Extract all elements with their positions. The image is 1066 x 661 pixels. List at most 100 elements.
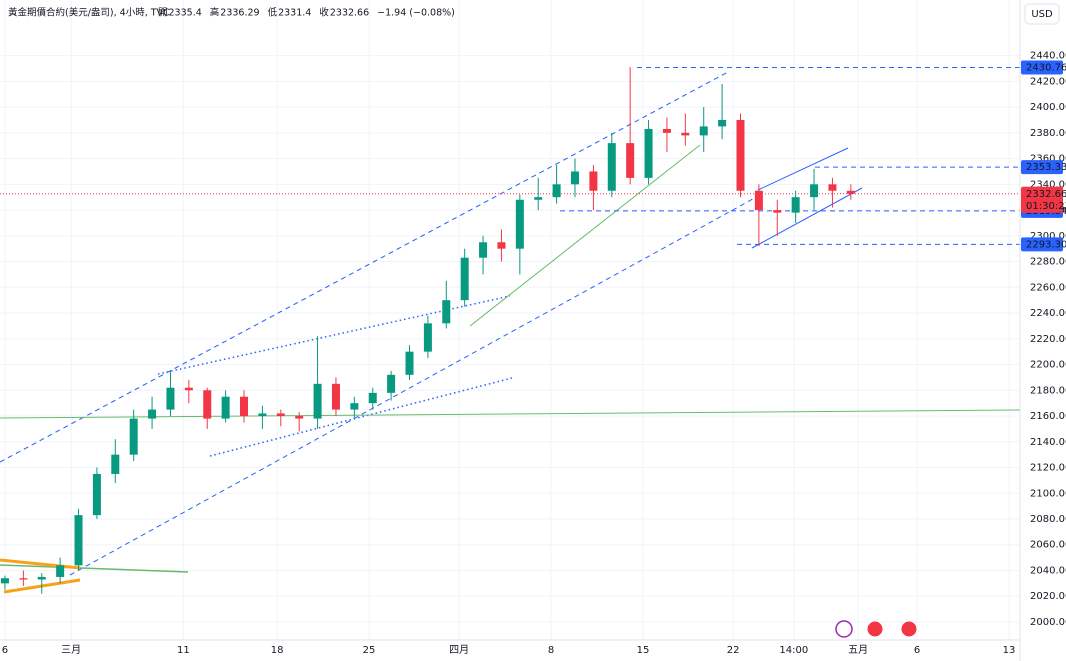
candle-body <box>607 143 616 191</box>
candle-body <box>405 351 414 375</box>
candle-body <box>515 199 524 249</box>
candle-body <box>0 578 9 584</box>
y-tick-label: 2100.00 <box>1030 488 1066 499</box>
candle-body <box>810 184 819 198</box>
candle-body <box>258 413 267 417</box>
currency[interactable]: USD <box>1031 9 1053 20</box>
x-tick-label: 22 <box>727 645 740 656</box>
candle-body <box>773 210 782 213</box>
candle-body <box>718 119 727 127</box>
y-tick-label: 2380.00 <box>1030 128 1066 139</box>
candle-body <box>276 413 285 417</box>
y-tick-label: 2420.00 <box>1030 76 1066 87</box>
candle-body <box>184 387 193 391</box>
y-tick-label: 2180.00 <box>1030 385 1066 396</box>
last-price-tag <box>1021 186 1063 213</box>
y-tick-label: 2120.00 <box>1030 463 1066 474</box>
x-tick-label: 25 <box>363 645 376 656</box>
small-channel <box>751 187 863 249</box>
y-tick-label: 2400.00 <box>1030 102 1066 113</box>
small-channel <box>757 147 849 191</box>
x-tick-label: 四月 <box>449 644 469 656</box>
last-price-label: 2332.66 <box>1026 189 1066 200</box>
candles <box>0 67 855 594</box>
trend-line <box>0 564 189 573</box>
candle-body <box>846 190 855 194</box>
candle-body <box>111 454 120 474</box>
header-values: 開 2335.4 高 2336.29 低 2331.4 收 2332.66 −1.94 (−0.… <box>158 7 455 19</box>
x-tick-label: 6 <box>914 645 920 656</box>
event-icon[interactable] <box>835 620 853 638</box>
candle-body <box>626 143 635 178</box>
header-value: 2335.4 <box>169 8 202 19</box>
chart-title: 黃金期價合約(美元/盎司), 4小時, TVC <box>8 7 170 19</box>
candle-body <box>313 383 322 419</box>
candle-body <box>295 416 304 419</box>
x-tick-label: 18 <box>271 645 284 656</box>
y-tick-label: 2080.00 <box>1030 514 1066 525</box>
candle-body <box>736 119 745 191</box>
x-tick-label: 11 <box>177 645 190 656</box>
candle-body <box>552 184 561 198</box>
header-label: 收 <box>319 7 329 19</box>
header-change: −1.94 (−0.08%) <box>377 8 455 19</box>
x-tick-label: 14:00 <box>779 645 808 656</box>
price-tag-label: 2293.30 <box>1026 239 1066 250</box>
dotted-trend <box>157 295 511 375</box>
header-label: 高 <box>210 7 220 19</box>
x-tick-label: 15 <box>637 645 650 656</box>
y-tick-label: 2440.00 <box>1030 51 1066 62</box>
candle-body <box>423 323 432 352</box>
y-tick-label: 2220.00 <box>1030 334 1066 345</box>
candle-body <box>129 418 138 455</box>
header-value: 2331.4 <box>278 8 311 19</box>
candle-body <box>37 576 46 580</box>
candle-body <box>681 132 690 136</box>
countdown: 01:30:23 <box>1026 201 1066 212</box>
y-tick-label: 2140.00 <box>1030 437 1066 448</box>
candle-body <box>387 374 396 393</box>
candle-body <box>331 383 340 410</box>
price-tag <box>1021 60 1063 75</box>
wedge <box>0 558 81 570</box>
candle-body <box>74 515 83 566</box>
candle-body <box>92 473 101 516</box>
header-value: 2336.29 <box>220 8 259 19</box>
candle-body <box>589 171 598 191</box>
y-tick-label: 2280.00 <box>1030 257 1066 268</box>
candle-body <box>203 390 212 419</box>
candle-body <box>754 190 763 211</box>
y-tick-label: 2000.00 <box>1030 617 1066 628</box>
price-tag-label: 2430.76 <box>1026 62 1066 73</box>
header-label: 低 <box>268 7 278 19</box>
grid <box>0 0 1020 640</box>
candle-body <box>442 300 451 324</box>
header-label: 開 <box>158 8 168 19</box>
trend-line <box>469 144 701 327</box>
price-tag <box>1021 237 1063 252</box>
candle-body <box>699 126 708 136</box>
candle-body <box>56 565 65 577</box>
event-icon[interactable] <box>900 620 918 638</box>
candle-body <box>571 171 580 185</box>
y-tick-label: 2040.00 <box>1030 565 1066 576</box>
support-line <box>0 409 1021 419</box>
price-tag-label: 2353.33 <box>1026 162 1066 173</box>
header-value: 2332.66 <box>330 8 369 19</box>
event-icon[interactable] <box>866 620 884 638</box>
x-tick-label: 6 <box>2 645 8 656</box>
x-tick-label: 8 <box>548 645 554 656</box>
y-tick-label: 2300.00 <box>1030 231 1066 242</box>
candle-body <box>221 396 230 419</box>
currency-box[interactable] <box>1024 3 1060 25</box>
drawings <box>0 71 1021 594</box>
x-tick-label: 三月 <box>61 644 81 656</box>
price-tag <box>1021 160 1063 175</box>
candle-body <box>497 242 506 249</box>
candle-body <box>534 197 543 200</box>
y-tick-label: 2200.00 <box>1030 360 1066 371</box>
channel-upper <box>0 71 729 463</box>
